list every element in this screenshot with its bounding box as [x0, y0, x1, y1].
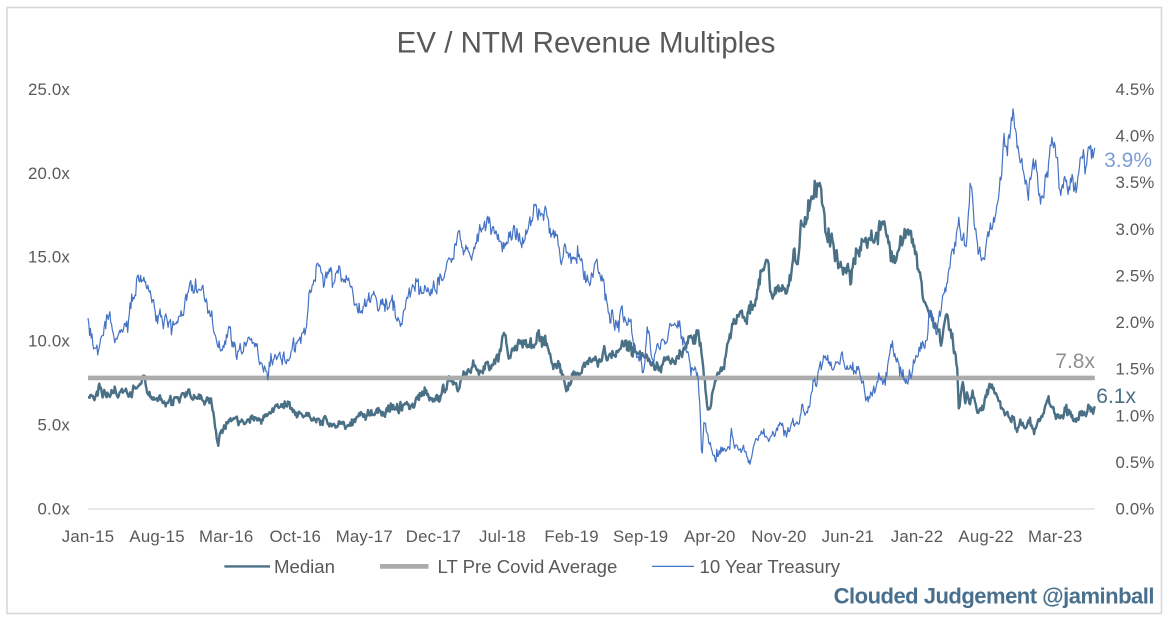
svg-text:4.0%: 4.0%	[1115, 127, 1154, 146]
svg-text:0.0%: 0.0%	[1115, 500, 1154, 519]
svg-text:6.1x: 6.1x	[1096, 385, 1136, 408]
svg-text:Mar-23: Mar-23	[1028, 527, 1082, 546]
svg-text:Dec-17: Dec-17	[406, 527, 461, 546]
svg-text:EV / NTM Revenue Multiples: EV / NTM Revenue Multiples	[397, 27, 776, 60]
svg-text:10.0x: 10.0x	[28, 332, 70, 351]
svg-text:Oct-16: Oct-16	[270, 527, 322, 546]
svg-text:May-17: May-17	[336, 527, 393, 546]
svg-text:15.0x: 15.0x	[28, 248, 70, 267]
svg-text:Jan-22: Jan-22	[891, 527, 944, 546]
svg-text:Median: Median	[274, 556, 335, 577]
svg-text:1.0%: 1.0%	[1115, 406, 1154, 425]
svg-text:Aug-22: Aug-22	[958, 527, 1013, 546]
svg-text:2.5%: 2.5%	[1115, 266, 1154, 285]
svg-text:LT Pre Covid Average: LT Pre Covid Average	[438, 556, 618, 577]
svg-text:Jun-21: Jun-21	[822, 527, 875, 546]
svg-text:Clouded Judgement @jaminball: Clouded Judgement @jaminball	[834, 584, 1154, 609]
svg-text:3.0%: 3.0%	[1115, 220, 1154, 239]
svg-text:25.0x: 25.0x	[28, 80, 70, 99]
svg-text:3.5%: 3.5%	[1115, 173, 1154, 192]
svg-text:4.5%: 4.5%	[1115, 80, 1154, 99]
svg-text:5.0x: 5.0x	[37, 416, 70, 435]
svg-text:0.5%: 0.5%	[1115, 453, 1154, 472]
svg-text:Sep-19: Sep-19	[613, 527, 668, 546]
svg-text:Mar-16: Mar-16	[199, 527, 253, 546]
svg-text:0.0x: 0.0x	[37, 500, 70, 519]
svg-text:2.0%: 2.0%	[1115, 313, 1154, 332]
svg-text:Apr-20: Apr-20	[684, 527, 736, 546]
svg-text:Jul-18: Jul-18	[479, 527, 526, 546]
svg-text:Aug-15: Aug-15	[129, 527, 184, 546]
svg-text:Nov-20: Nov-20	[751, 527, 806, 546]
svg-text:Feb-19: Feb-19	[544, 527, 598, 546]
svg-text:3.9%: 3.9%	[1104, 149, 1152, 172]
svg-text:1.5%: 1.5%	[1115, 360, 1154, 379]
svg-text:10 Year Treasury: 10 Year Treasury	[700, 556, 841, 577]
svg-text:7.8x: 7.8x	[1055, 350, 1095, 373]
svg-text:Jan-15: Jan-15	[62, 527, 115, 546]
svg-text:20.0x: 20.0x	[28, 164, 70, 183]
